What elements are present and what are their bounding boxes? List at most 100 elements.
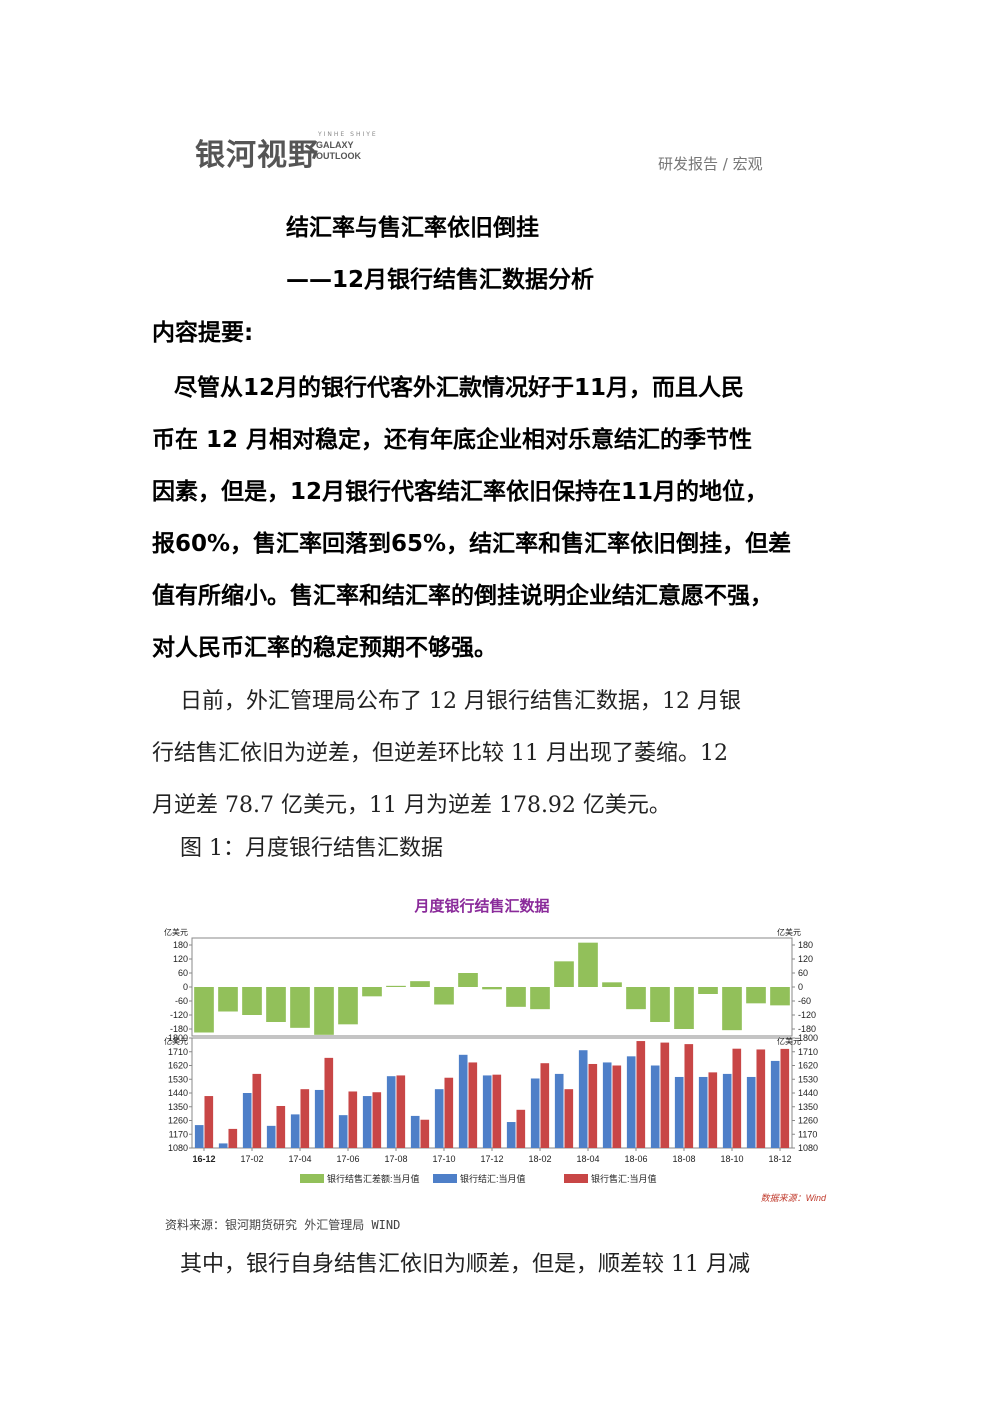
net-settlement-bar bbox=[530, 987, 550, 1010]
net-settlement-bar bbox=[674, 987, 694, 1029]
bottom-left-tick-label: 1440 bbox=[168, 1088, 188, 1098]
net-settlement-bar bbox=[602, 982, 622, 987]
x-tick-label: 17-06 bbox=[336, 1154, 359, 1164]
body-line: 月逆差 78.7 亿美元，11 月为逆差 178.92 亿美元。 bbox=[152, 793, 671, 818]
sales-bar bbox=[372, 1092, 382, 1148]
top-left-tick-label: -180 bbox=[170, 1024, 188, 1034]
net-settlement-bar bbox=[194, 987, 214, 1033]
settlement-bar bbox=[650, 1065, 660, 1148]
net-settlement-bar bbox=[746, 987, 766, 1004]
bottom-left-tick-label: 1350 bbox=[168, 1102, 188, 1112]
sales-bar bbox=[780, 1048, 790, 1148]
logo-english: GALAXY OUTLOOK bbox=[316, 140, 361, 162]
settlement-bar bbox=[314, 1089, 324, 1148]
x-tick-label: 18-02 bbox=[528, 1154, 551, 1164]
bottom-left-tick-label: 1530 bbox=[168, 1074, 188, 1084]
sales-bar bbox=[492, 1074, 502, 1148]
settlement-bar bbox=[722, 1073, 732, 1148]
x-tick-label: 18-06 bbox=[624, 1154, 647, 1164]
settlement-bar bbox=[194, 1125, 204, 1148]
logo-text: 银河视野 bbox=[195, 138, 319, 173]
bottom-left-tick-label: 1080 bbox=[168, 1143, 188, 1153]
top-right-tick-label: 60 bbox=[798, 968, 808, 978]
bottom-right-tick-label: 1530 bbox=[798, 1074, 818, 1084]
x-tick-label: 18-10 bbox=[720, 1154, 743, 1164]
sales-bar bbox=[660, 1042, 670, 1148]
sales-bar bbox=[636, 1041, 646, 1148]
net-settlement-bar bbox=[554, 961, 574, 987]
top-left-unit-label: 亿美元 bbox=[164, 927, 188, 937]
body-line: 行结售汇依旧为逆差，但逆差环比较 11 月出现了萎缩。12 bbox=[152, 741, 728, 766]
bottom-right-unit-label: 亿美元 bbox=[777, 1036, 801, 1046]
sales-bar bbox=[468, 1062, 478, 1148]
logo-tiny-text: YINHE SHIYE bbox=[318, 131, 378, 138]
net-settlement-bar bbox=[434, 987, 454, 1005]
settlement-bar bbox=[242, 1093, 252, 1148]
bottom-right-tick-label: 1710 bbox=[798, 1047, 818, 1057]
sales-bar bbox=[252, 1073, 262, 1148]
settlement-bar bbox=[554, 1073, 564, 1148]
figure-caption: 图 1：月度银行结售汇数据 bbox=[180, 836, 443, 861]
bottom-left-tick-label: 1800 bbox=[168, 1033, 188, 1043]
settlement-bar bbox=[746, 1076, 756, 1148]
settlement-bar bbox=[602, 1062, 612, 1148]
legend-swatch bbox=[433, 1174, 457, 1183]
bottom-right-tick-label: 1080 bbox=[798, 1143, 818, 1153]
report-title: 结汇率与售汇率依旧倒挂 bbox=[286, 215, 539, 241]
sales-bar bbox=[684, 1044, 694, 1148]
top-right-unit-label: 亿美元 bbox=[777, 927, 801, 937]
x-tick-label: 16-12 bbox=[192, 1154, 215, 1164]
settlement-bar bbox=[266, 1125, 276, 1148]
chart-title: 月度银行结售汇数据 bbox=[413, 897, 549, 915]
report-category: 研发报告 / 宏观 bbox=[658, 155, 763, 173]
bottom-right-tick-label: 1440 bbox=[798, 1088, 818, 1098]
settlement-bar bbox=[530, 1078, 540, 1148]
bottom-left-tick-label: 1620 bbox=[168, 1061, 188, 1071]
settlement-bar bbox=[458, 1054, 468, 1148]
net-settlement-bar bbox=[386, 985, 406, 987]
legend-swatch bbox=[300, 1174, 324, 1183]
bottom-left-tick-label: 1170 bbox=[169, 1129, 188, 1139]
settlement-bar bbox=[290, 1114, 300, 1148]
top-left-tick-label: 180 bbox=[173, 940, 188, 950]
x-tick-label: 18-08 bbox=[672, 1154, 695, 1164]
settlement-bar bbox=[770, 1060, 780, 1148]
x-tick-label: 18-12 bbox=[768, 1154, 791, 1164]
logo-english-line2: OUTLOOK bbox=[316, 151, 361, 161]
settlement-bar bbox=[674, 1076, 684, 1148]
top-left-tick-label: 60 bbox=[178, 968, 188, 978]
sales-bar bbox=[564, 1089, 574, 1148]
net-settlement-bar bbox=[770, 987, 790, 1006]
settlement-bar bbox=[434, 1089, 444, 1148]
legend-swatch bbox=[564, 1174, 588, 1183]
body-line: 日前，外汇管理局公布了 12 月银行结售汇数据，12 月银 bbox=[180, 689, 741, 714]
sales-bar bbox=[276, 1105, 286, 1148]
summary-line: 因素，但是，12月银行代客结汇率依旧保持在11月的地位， bbox=[152, 479, 769, 505]
net-settlement-bar bbox=[266, 987, 286, 1022]
sales-bar bbox=[444, 1077, 454, 1148]
top-right-tick-label: 120 bbox=[798, 954, 813, 964]
logo-english-line1: GALAXY bbox=[316, 140, 354, 150]
net-settlement-bar bbox=[290, 987, 310, 1028]
summary-paragraph: 尽管从12月的银行代客外汇款情况好于11月，而且人民 币在 12 月相对稳定，还… bbox=[152, 362, 872, 674]
settlement-bar bbox=[698, 1076, 708, 1148]
net-settlement-bar bbox=[626, 987, 646, 1010]
settlement-bar bbox=[338, 1115, 348, 1148]
sales-bar bbox=[204, 1096, 214, 1148]
settlement-bar bbox=[410, 1115, 420, 1148]
settlement-bar bbox=[506, 1122, 516, 1148]
settlement-bar bbox=[386, 1076, 396, 1148]
top-right-tick-label: 180 bbox=[798, 940, 813, 950]
sales-bar bbox=[348, 1091, 358, 1148]
net-settlement-bar bbox=[578, 942, 598, 987]
sales-bar bbox=[324, 1057, 334, 1148]
settlement-bar bbox=[626, 1056, 636, 1148]
net-settlement-bar bbox=[362, 987, 382, 997]
top-right-tick-label: -120 bbox=[798, 1010, 816, 1020]
net-settlement-bar bbox=[722, 987, 742, 1031]
settlement-bar bbox=[362, 1096, 372, 1148]
summary-line: 对人民币汇率的稳定预期不够强。 bbox=[152, 635, 497, 661]
x-tick-label: 17-04 bbox=[288, 1154, 311, 1164]
bottom-left-unit-label: 亿美元 bbox=[164, 1036, 188, 1046]
top-right-tick-label: 0 bbox=[798, 982, 803, 992]
